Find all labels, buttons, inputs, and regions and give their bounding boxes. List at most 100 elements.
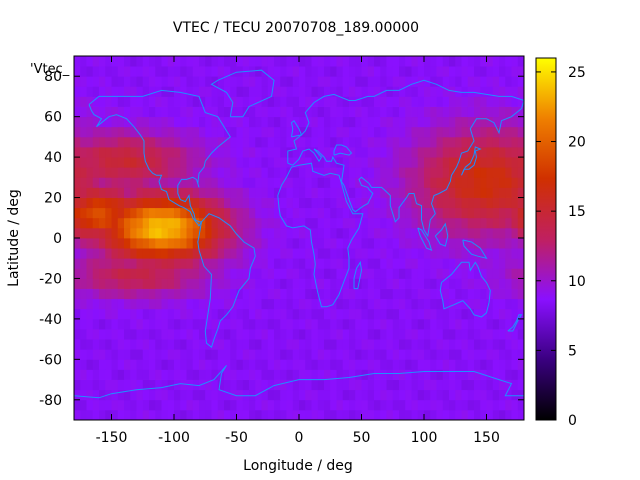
heatmap-cell	[474, 136, 481, 148]
heatmap-cell	[355, 308, 362, 320]
heatmap-cell	[136, 227, 144, 239]
heatmap-cell	[149, 298, 156, 310]
heatmap-cell	[324, 66, 331, 77]
heatmap-cell	[330, 126, 337, 138]
heatmap-cell	[217, 56, 225, 67]
heatmap-cell	[161, 308, 169, 320]
heatmap-cell	[386, 248, 394, 259]
heatmap-cell	[499, 308, 506, 320]
heatmap-cell	[374, 298, 381, 310]
heatmap-cell	[167, 147, 175, 158]
heatmap-cell	[349, 308, 356, 320]
heatmap-cell	[105, 66, 112, 77]
heatmap-cell	[92, 187, 100, 198]
heatmap-cell	[261, 157, 269, 168]
heatmap-cell	[286, 238, 294, 249]
heatmap-cell	[442, 167, 450, 178]
heatmap-cell	[467, 379, 475, 391]
heatmap-cell	[299, 399, 306, 411]
heatmap-cell	[449, 96, 456, 107]
heatmap-cell	[311, 359, 319, 370]
heatmap-cell	[205, 298, 212, 310]
heatmap-cell	[274, 359, 281, 370]
heatmap-cell	[255, 227, 262, 239]
heatmap-cell	[405, 369, 412, 380]
heatmap-cell	[449, 157, 456, 168]
heatmap-cell	[142, 379, 150, 391]
heatmap-cell	[449, 227, 456, 239]
heatmap-cell	[411, 238, 419, 249]
heatmap-cell	[286, 177, 294, 188]
heatmap-cell	[186, 349, 194, 360]
heatmap-cell	[299, 369, 306, 380]
heatmap-cell	[367, 409, 375, 421]
heatmap-cell	[355, 167, 362, 178]
heatmap-cell	[355, 197, 362, 209]
heatmap-cell	[380, 147, 387, 158]
heatmap-cell	[430, 238, 437, 249]
heatmap-cell	[499, 399, 506, 411]
heatmap-cell	[142, 339, 150, 350]
heatmap-cell	[486, 298, 494, 310]
heatmap-cell	[505, 379, 512, 391]
heatmap-cell	[374, 268, 381, 279]
heatmap-cell	[311, 329, 319, 340]
heatmap-cell	[392, 157, 400, 168]
heatmap-cell	[249, 116, 256, 128]
heatmap-cell	[299, 126, 306, 138]
heatmap-cell	[461, 227, 469, 239]
heatmap-cell	[430, 157, 437, 168]
heatmap-cell	[230, 258, 237, 269]
heatmap-cell	[155, 126, 162, 138]
heatmap-cell	[249, 126, 256, 138]
heatmap-cell	[111, 56, 119, 67]
heatmap-cell	[249, 389, 256, 401]
heatmap-cell	[136, 329, 144, 340]
heatmap-cell	[111, 288, 119, 300]
heatmap-cell	[399, 278, 406, 289]
heatmap-cell	[105, 86, 112, 97]
heatmap-cell	[249, 227, 256, 239]
heatmap-cell	[424, 116, 431, 128]
heatmap-cell	[124, 167, 131, 178]
heatmap-cell	[92, 318, 100, 330]
heatmap-cell	[299, 329, 306, 340]
heatmap-cell	[230, 369, 237, 380]
heatmap-cell	[511, 238, 519, 249]
heatmap-cell	[305, 399, 312, 411]
heatmap-cell	[511, 379, 519, 391]
heatmap-cell	[111, 217, 119, 229]
heatmap-cell	[74, 76, 81, 87]
heatmap-cell	[424, 157, 431, 168]
heatmap-cell	[499, 268, 506, 279]
heatmap-cell	[399, 258, 406, 269]
heatmap-cell	[124, 177, 131, 188]
heatmap-cell	[105, 329, 112, 340]
heatmap-cell	[186, 86, 194, 97]
heatmap-cell	[492, 298, 500, 310]
heatmap-cell	[224, 177, 231, 188]
heatmap-cell	[161, 187, 169, 198]
heatmap-cell	[136, 147, 144, 158]
heatmap-cell	[499, 227, 506, 239]
heatmap-cell	[249, 308, 256, 320]
heatmap-cell	[517, 187, 525, 198]
heatmap-cell	[474, 369, 481, 380]
heatmap-cell	[299, 298, 306, 310]
heatmap-cell	[517, 359, 525, 370]
heatmap-cell	[374, 56, 381, 67]
heatmap-cell	[192, 369, 200, 380]
heatmap-cell	[255, 147, 262, 158]
heatmap-cell	[180, 96, 187, 107]
heatmap-cell	[167, 66, 175, 77]
heatmap-cell	[380, 318, 387, 330]
heatmap-cell	[180, 217, 187, 229]
heatmap-cell	[292, 147, 300, 158]
heatmap-cell	[449, 308, 456, 320]
heatmap-cell	[286, 248, 294, 259]
heatmap-cell	[324, 268, 331, 279]
heatmap-cell	[199, 157, 206, 168]
heatmap-cell	[105, 238, 112, 249]
heatmap-cell	[424, 197, 431, 209]
heatmap-cell	[430, 318, 437, 330]
